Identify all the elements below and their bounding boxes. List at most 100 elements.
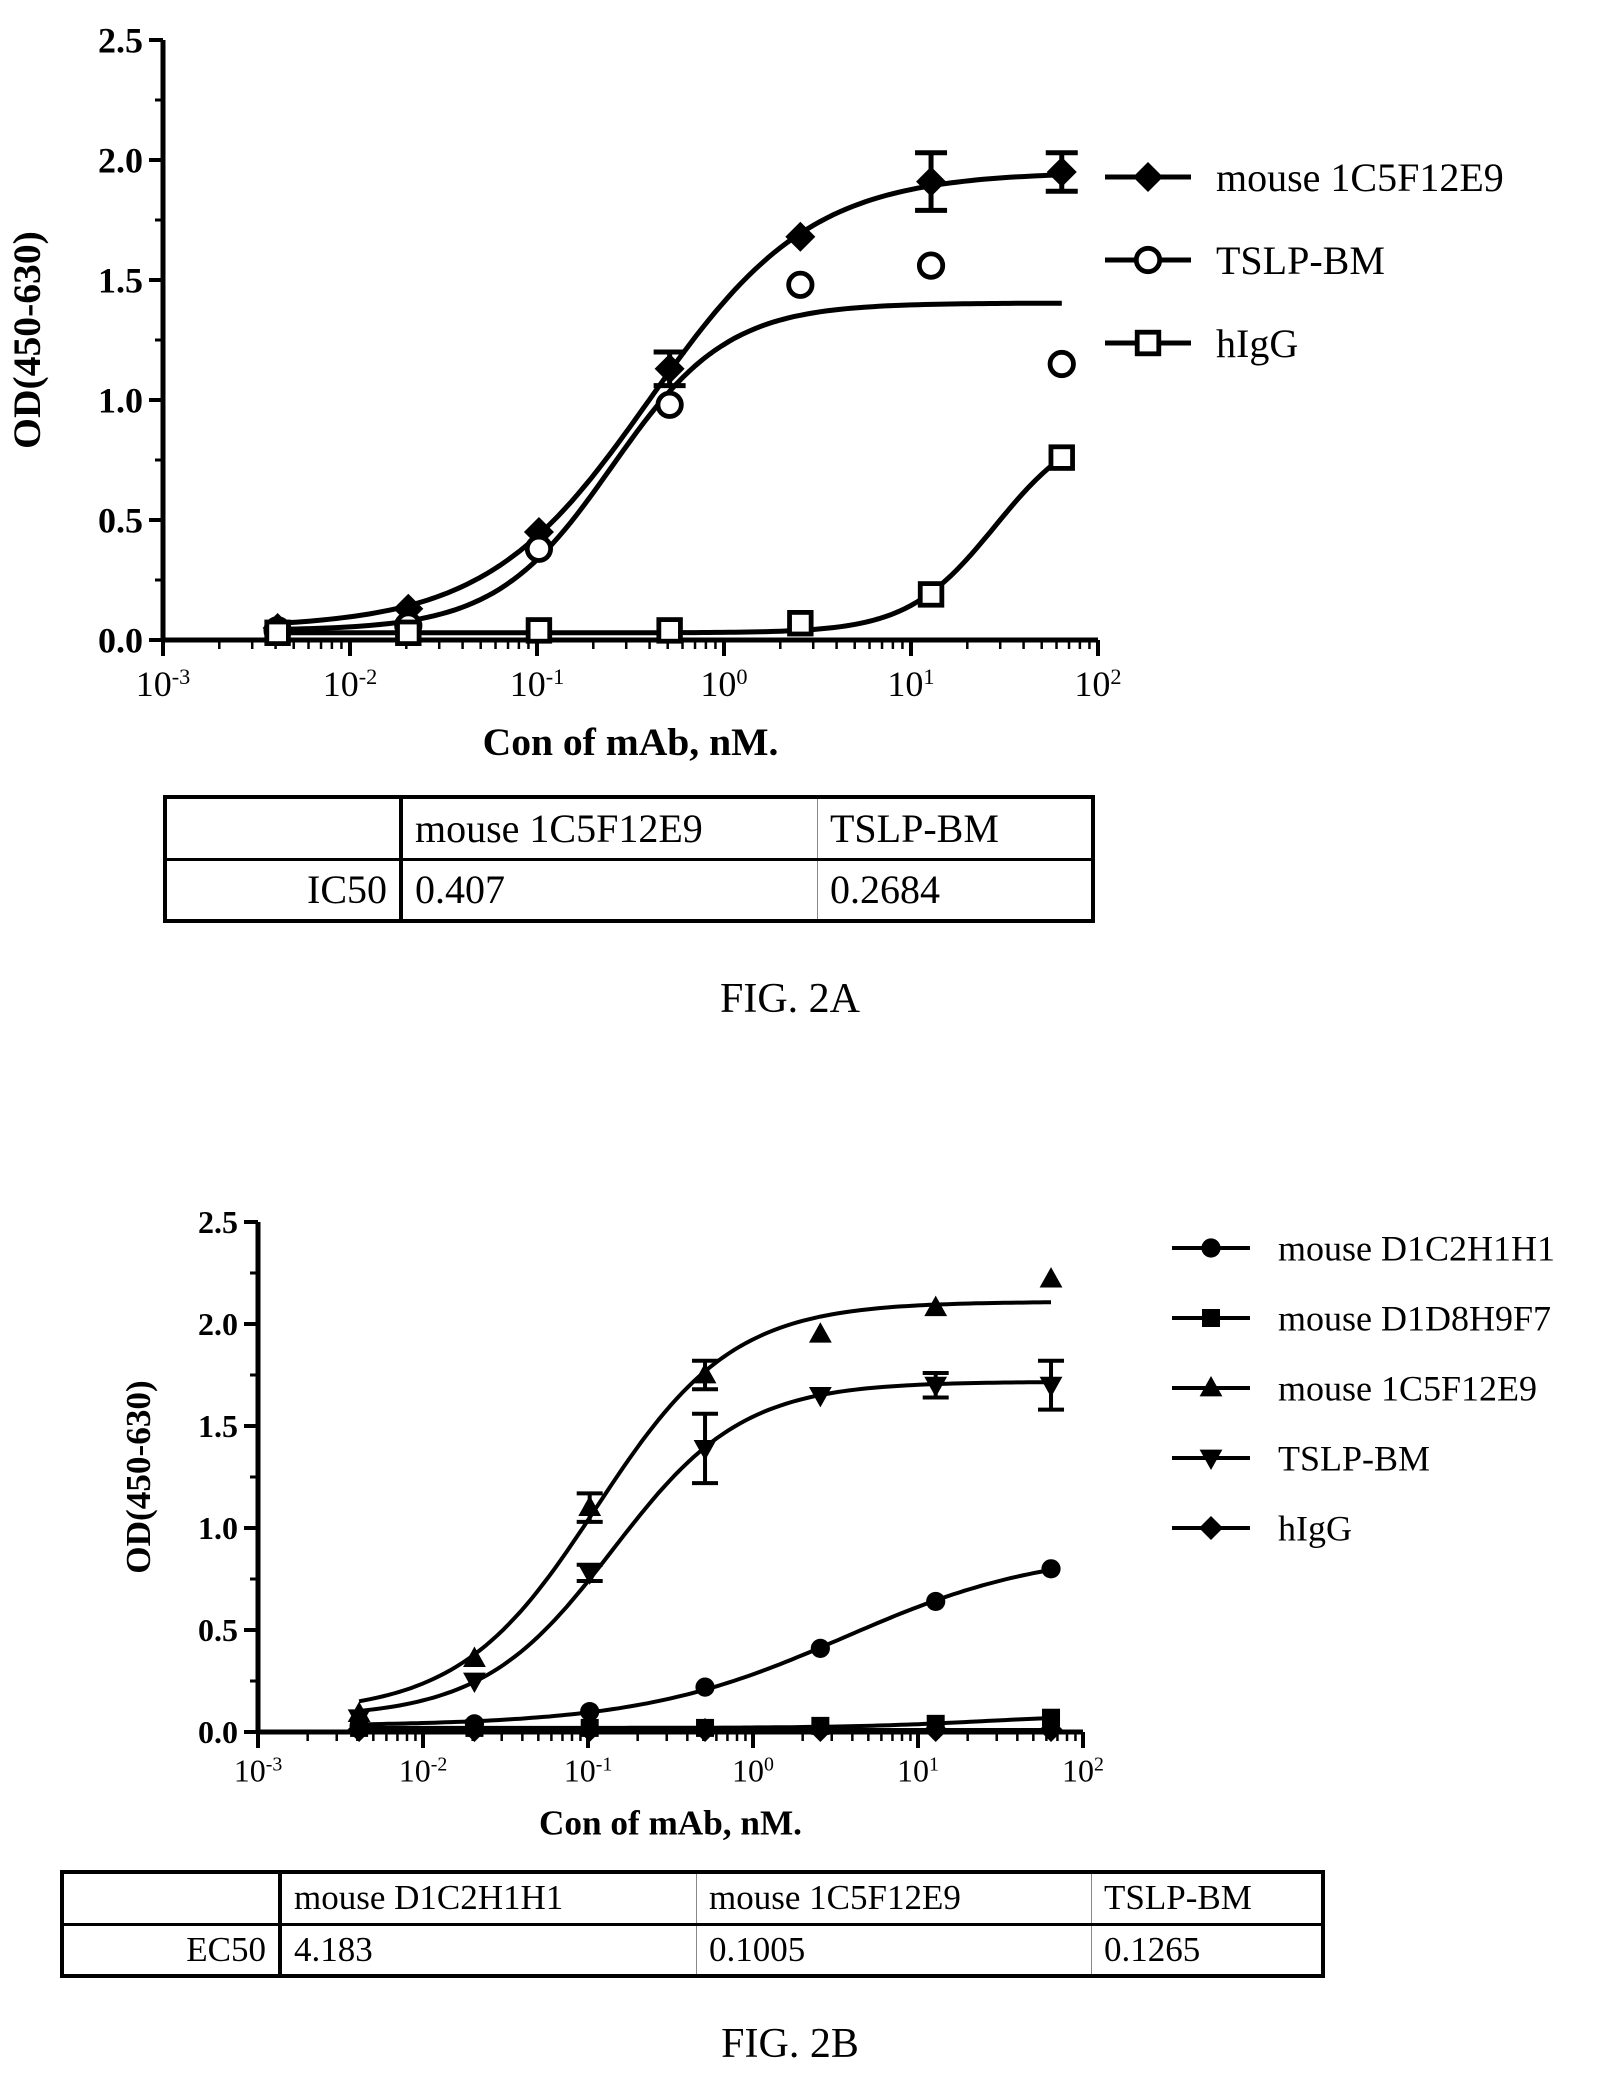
data-point: [1047, 349, 1076, 379]
data-point: [524, 534, 554, 563]
x-tick-label: 10-2: [399, 1753, 448, 1789]
fig2a-table-header: TSLP-BM: [830, 805, 999, 851]
legend-marker: [1133, 245, 1163, 275]
data-point: [808, 1322, 832, 1343]
legend-marker: [1202, 1309, 1220, 1327]
data-point: [693, 1363, 717, 1384]
x-tick-label: 101: [887, 663, 934, 704]
data-point: [1048, 444, 1075, 471]
y-tick-label: 2.5: [98, 21, 143, 61]
y-tick-label: 2.0: [198, 1306, 238, 1342]
y-tick-label: 1.5: [198, 1408, 238, 1444]
data-point: [923, 1717, 948, 1742]
x-tick-label: 102: [1062, 1753, 1104, 1789]
curve-1: [359, 1567, 1052, 1727]
fig2b-chart: 0.0 0.5 1.0 1.5 2.0 2.5 10-3 10-2 10-1 100 101 102 C…: [119, 1204, 1555, 1842]
x-tick-label: 100: [700, 663, 747, 704]
fig2a-table-header: mouse 1C5F12E9: [401, 797, 818, 859]
legend-marker: [1199, 1449, 1223, 1470]
x-axis-label: Con of mAb, nM.: [539, 1803, 802, 1842]
fig2b-table-value: 4.183: [280, 1924, 697, 1976]
y-tick-label: 0.5: [98, 501, 143, 541]
legend-marker: [1199, 1376, 1223, 1397]
y-tick-label: 0.0: [98, 621, 143, 661]
fig2a-caption: FIG. 2A: [719, 976, 860, 1022]
data-point: [810, 1638, 830, 1658]
data-point: [808, 1717, 833, 1742]
fig2b-table-value: 0.1005: [696, 1924, 1092, 1976]
data-point: [916, 166, 947, 197]
x-tick-label: 10-1: [564, 1753, 613, 1789]
fig2b-table-value: 0.1265: [1104, 1929, 1201, 1969]
data-point: [787, 610, 814, 637]
x-tick-label: 100: [732, 1753, 774, 1789]
legend-marker: [1133, 162, 1163, 192]
data-point: [808, 1387, 832, 1408]
fig2b-ec50-table: mouse D1C2H1H1 mouse 1C5F12E9 TSLP-BM EC…: [60, 1870, 1325, 1978]
fig2b-table-header: mouse 1C5F12E9: [696, 1872, 1092, 1924]
y-tick-label: 0.0: [198, 1714, 238, 1750]
data-point: [924, 1376, 948, 1398]
fig2b-table-header: mouse D1C2H1H1: [280, 1872, 697, 1924]
x-tick-label: 102: [1074, 663, 1121, 704]
legend-marker: [1134, 329, 1162, 357]
data-point: [926, 1591, 946, 1612]
data-point: [578, 1495, 602, 1516]
y-tick-label: 0.5: [198, 1612, 238, 1648]
fig2a-table-value: 0.407: [401, 859, 818, 921]
data-point: [693, 1440, 717, 1461]
legend-label: hIgG: [1278, 1509, 1352, 1549]
data-point: [525, 617, 553, 644]
x-tick-label: 10-3: [234, 1753, 283, 1789]
x-tick-label: 10-3: [136, 663, 191, 704]
data-point: [347, 1717, 372, 1742]
legend-label: TSLP-BM: [1278, 1439, 1430, 1479]
data-point: [1039, 1267, 1063, 1288]
data-point: [264, 619, 291, 647]
legend-marker: [1201, 1238, 1221, 1258]
data-point: [580, 1702, 600, 1722]
y-axis-label: OD(450-630): [5, 231, 49, 449]
fig2b-caption: FIG. 2B: [721, 2021, 859, 2067]
data-point: [655, 390, 684, 419]
data-point: [1041, 1559, 1061, 1579]
fig2a-table-value: 0.2684: [830, 867, 940, 913]
fig2a-ic50-table: mouse 1C5F12E9 TSLP-BM IC50 0.407 0.2684: [163, 795, 1095, 923]
data-point: [786, 270, 815, 299]
fig2b-table-header: TSLP-BM: [1104, 1878, 1252, 1918]
data-point: [395, 619, 422, 647]
legend-label: hIgG: [1216, 321, 1298, 366]
fig2a-chart: 0.0 0.5 1.0 1.5 2.0 2.5 10-3 10-2 10-1 100 101 102 C…: [5, 21, 1504, 765]
legend-label: mouse 1C5F12E9: [1278, 1369, 1537, 1409]
fig2a-table-rowlabel: IC50: [165, 859, 403, 921]
legend-label: mouse D1D8H9F7: [1278, 1299, 1551, 1339]
data-point: [462, 1717, 487, 1742]
data-point: [656, 617, 683, 644]
data-point: [695, 1677, 715, 1697]
data-point: [693, 1717, 718, 1742]
y-tick-label: 1.0: [98, 381, 143, 421]
data-point: [924, 1295, 948, 1317]
fig2a-table-corner: [165, 797, 403, 859]
data-point: [917, 581, 945, 608]
data-point: [463, 1672, 486, 1693]
data-point: [1042, 1708, 1061, 1727]
data-point: [1039, 1376, 1063, 1398]
data-point: [463, 1646, 486, 1667]
data-point: [916, 251, 946, 280]
data-point: [785, 221, 816, 252]
x-tick-label: 10-2: [323, 663, 378, 704]
data-point: [1039, 1717, 1064, 1742]
legend-label: mouse D1C2H1H1: [1278, 1229, 1555, 1269]
x-tick-label: 10-1: [510, 663, 565, 704]
x-tick-label: 101: [897, 1753, 939, 1789]
fig2b-table-corner: [62, 1872, 282, 1924]
legend-marker: [1199, 1516, 1223, 1540]
legend-label: mouse 1C5F12E9: [1216, 155, 1504, 200]
y-tick-label: 1.0: [198, 1510, 238, 1546]
data-point: [654, 353, 685, 384]
y-axis-label: OD(450-630): [119, 1380, 158, 1574]
data-point: [1046, 157, 1077, 187]
y-tick-label: 1.5: [98, 261, 143, 301]
x-axis-label: Con of mAb, nM.: [483, 720, 779, 764]
